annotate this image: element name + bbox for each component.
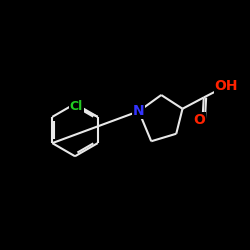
Text: N: N <box>133 104 144 118</box>
Text: O: O <box>194 113 205 127</box>
Text: OH: OH <box>214 79 238 93</box>
Text: Cl: Cl <box>70 100 83 113</box>
